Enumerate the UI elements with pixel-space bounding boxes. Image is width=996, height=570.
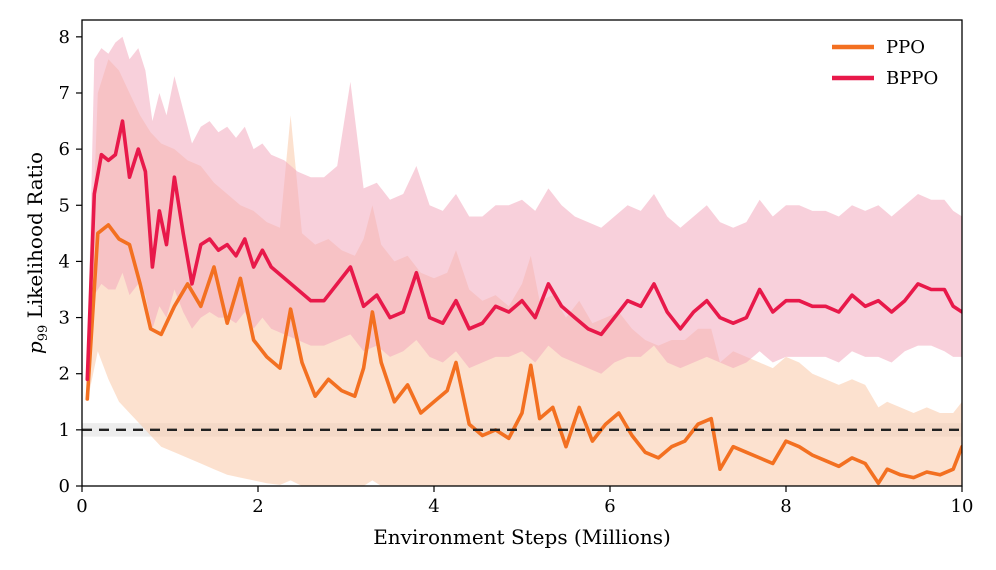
- x-tick-label: 6: [604, 496, 615, 517]
- legend-label-bppo: BPPO: [886, 68, 938, 89]
- y-tick-label: 3: [59, 308, 70, 329]
- y-tick-label: 5: [59, 195, 70, 216]
- legend-label-ppo: PPO: [886, 37, 925, 58]
- y-tick-label: 0: [59, 476, 70, 497]
- plot-frame: [81, 19, 963, 487]
- y-axis-label: p99 Likelihood Ratio: [23, 152, 51, 354]
- x-tick-label: 2: [252, 496, 263, 517]
- band-ppo: [87, 59, 962, 486]
- x-tick-label: 0: [76, 496, 87, 517]
- y-tick-label: 2: [59, 364, 70, 385]
- y-tick-label: 7: [59, 83, 70, 104]
- legend: PPO BPPO: [832, 37, 938, 89]
- y-axis-label-subscript: 99: [36, 325, 51, 342]
- x-tick-label: 8: [780, 496, 791, 517]
- y-axis-label-text: Likelihood Ratio: [23, 152, 47, 325]
- x-axis-label: Environment Steps (Millions): [373, 525, 671, 549]
- plot-area: [82, 36, 962, 486]
- y-tick-label: 8: [59, 27, 70, 48]
- line-ppo: [85, 223, 962, 486]
- y-tick-label: 1: [59, 420, 70, 441]
- x-tick-label: 4: [428, 496, 439, 517]
- y-tick-label: 6: [59, 139, 70, 160]
- y-axis-label-math: p: [23, 341, 47, 354]
- y-tick-label: 4: [59, 251, 70, 272]
- line-bppo: [85, 119, 962, 382]
- x-tick-label: 10: [951, 496, 974, 517]
- axes: 0 2 4 6 8 10 0 1 2 3 4 5 6 7 8: [59, 27, 974, 517]
